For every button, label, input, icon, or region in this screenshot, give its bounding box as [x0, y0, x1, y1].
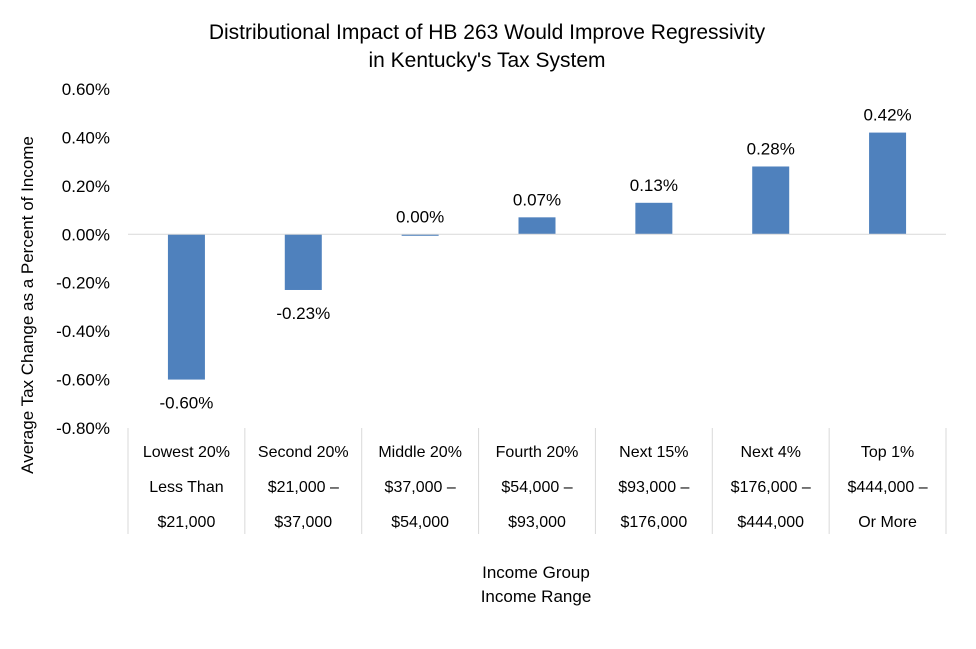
category-label: Lowest 20%: [143, 444, 230, 461]
chart-title: Distributional Impact of HB 263 Would Im…: [209, 21, 766, 44]
category-range-label: Or More: [858, 514, 917, 531]
category-range-label: Less Than: [149, 479, 223, 496]
category-range-label: $21,000 –: [268, 479, 339, 496]
category-range-label: $93,000: [508, 514, 566, 531]
data-label: 0.13%: [630, 176, 678, 195]
category-label: Next 15%: [619, 444, 688, 461]
category-range-label: $37,000 –: [385, 479, 456, 496]
data-label: 0.42%: [863, 106, 911, 125]
data-label: 0.00%: [396, 207, 444, 226]
category-label: Fourth 20%: [496, 444, 579, 461]
y-tick-label: -0.80%: [56, 419, 110, 438]
category-range-label: $93,000 –: [618, 479, 689, 496]
y-tick-label: -0.20%: [56, 274, 110, 293]
x-axis-title: Income Group: [482, 563, 590, 582]
chart-subtitle: in Kentucky's Tax System: [368, 49, 605, 72]
bar: [635, 202, 673, 235]
bar: [167, 234, 205, 380]
category-range-label: $37,000: [274, 514, 332, 531]
y-tick-label: -0.60%: [56, 371, 110, 390]
y-axis-title: Average Tax Change as a Percent of Incom…: [18, 136, 37, 474]
bar: [752, 166, 790, 235]
data-label: 0.07%: [513, 190, 561, 209]
category-range-label: $176,000: [620, 514, 687, 531]
category-label: Second 20%: [258, 444, 349, 461]
y-tick-label: -0.40%: [56, 322, 110, 341]
data-label: 0.28%: [747, 139, 795, 158]
data-label: -0.60%: [159, 394, 213, 413]
category-grid: Lowest 20% Less Than $21,000 Second 20% $21,…: [127, 428, 947, 534]
category-label: Next 4%: [740, 444, 800, 461]
category-range-label: $444,000: [737, 514, 804, 531]
bars: [167, 132, 907, 380]
category-range-label: $176,000 –: [731, 479, 811, 496]
y-tick-label: 0.40%: [62, 128, 110, 147]
bar: [518, 217, 556, 235]
y-tick-label: 0.00%: [62, 225, 110, 244]
category-range-label: $54,000 –: [501, 479, 572, 496]
category-range-label: $444,000 –: [848, 479, 928, 496]
category-label: Middle 20%: [378, 444, 462, 461]
category-range-label: $21,000: [158, 514, 216, 531]
bar: [869, 132, 907, 235]
data-label: -0.23%: [276, 304, 330, 323]
category-range-label: $54,000: [391, 514, 449, 531]
y-axis: 0.60% 0.40% 0.20% 0.00% -0.20% -0.40% -0.60% -0…: [56, 80, 110, 438]
bar: [284, 234, 322, 290]
y-tick-label: 0.60%: [62, 80, 110, 99]
x-axis-subtitle: Income Range: [481, 587, 592, 606]
y-tick-label: 0.20%: [62, 177, 110, 196]
category-label: Top 1%: [861, 444, 914, 461]
data-labels: -0.60% -0.23% 0.00% 0.07% 0.13% 0.28% 0.42%: [159, 106, 911, 413]
bar: [401, 234, 439, 236]
